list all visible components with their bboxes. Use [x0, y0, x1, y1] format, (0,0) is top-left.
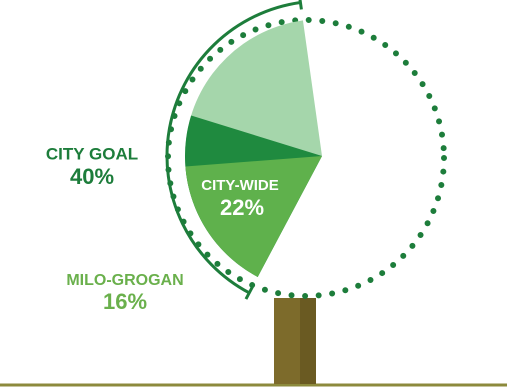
wedges — [165, 0, 322, 300]
wedge — [185, 156, 322, 277]
goal-bracket — [165, 1, 301, 295]
value-label: 22% — [220, 195, 264, 220]
trunk-shade — [300, 298, 316, 384]
bracket-end — [244, 285, 254, 300]
category-label: CITY-WIDE — [201, 177, 279, 194]
category-label: MILO-GROGAN — [66, 272, 183, 289]
value-label: 16% — [103, 289, 147, 314]
bracket-end — [298, 0, 303, 10]
value-label: 40% — [70, 164, 114, 189]
category-label: CITY GOAL — [46, 144, 138, 163]
